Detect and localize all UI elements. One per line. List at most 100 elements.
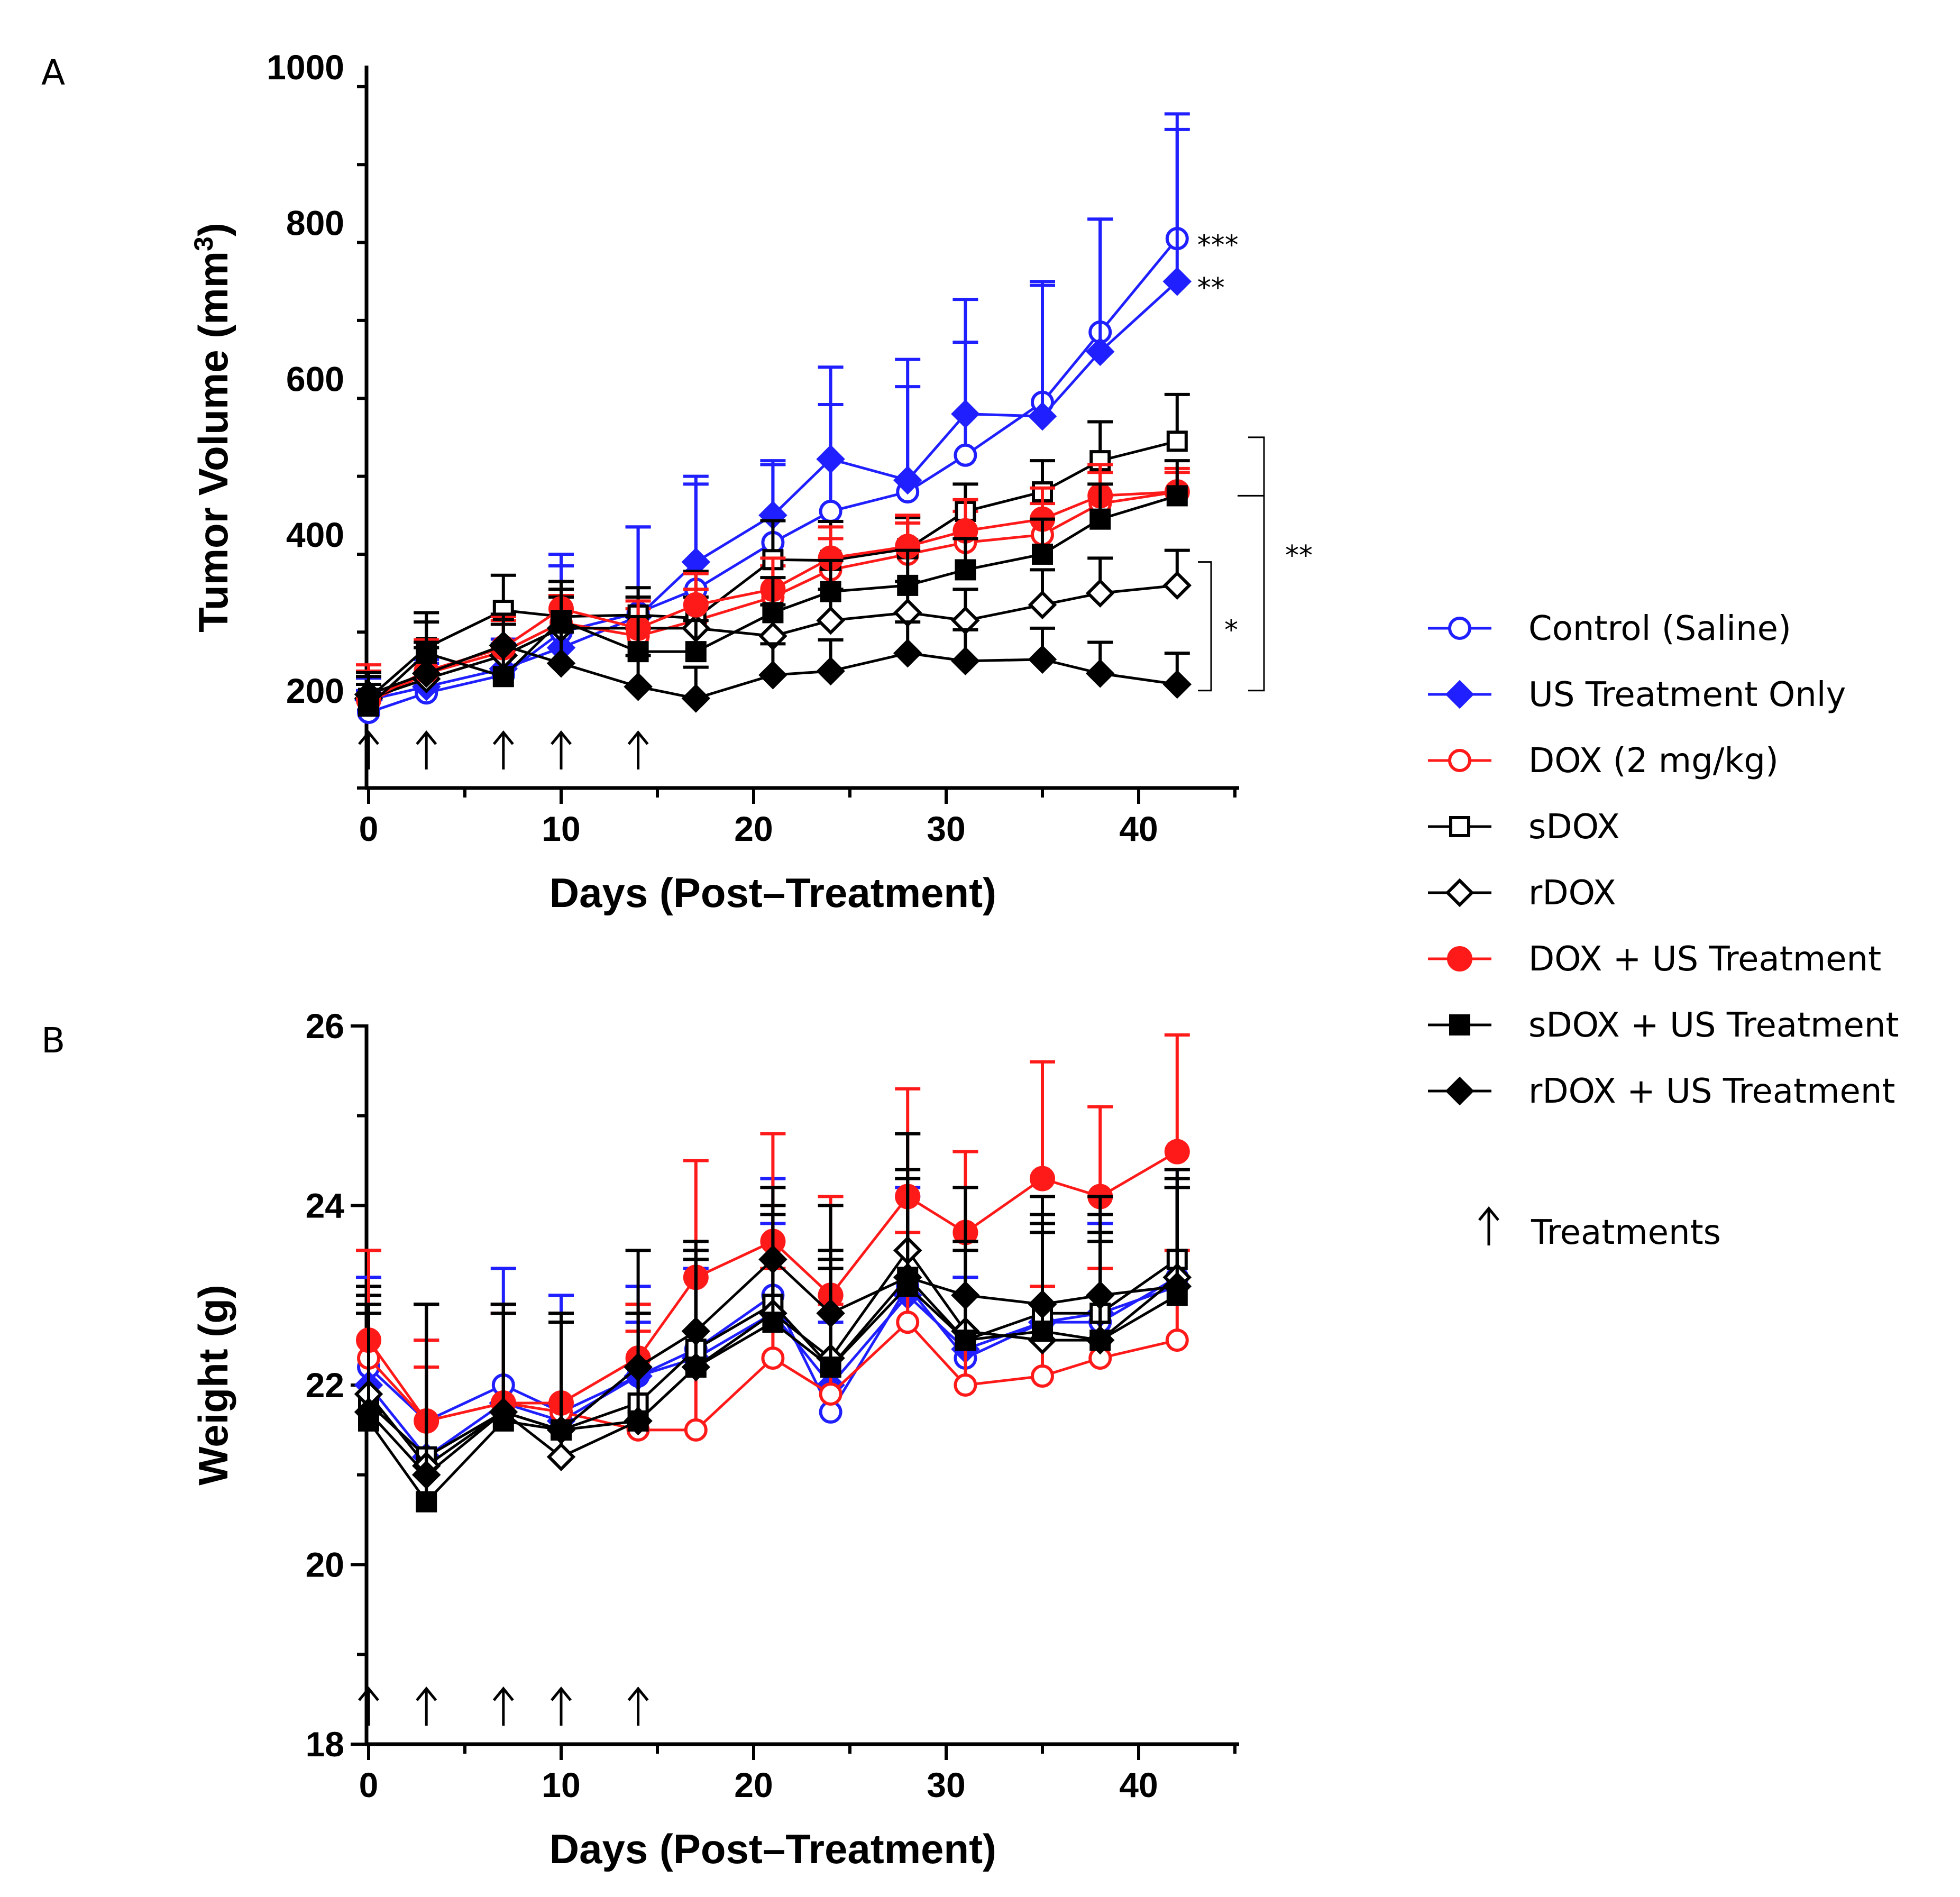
data-point	[489, 1397, 518, 1427]
data-point	[1085, 579, 1115, 608]
x-tick-label: 20	[734, 1765, 773, 1804]
y-tick-label: 18	[306, 1725, 344, 1764]
treatment-arrow-day-3-head	[416, 730, 437, 745]
legend-item-dox-us-treatment: DOX + US Treatment	[1428, 940, 1881, 979]
data-point	[951, 646, 980, 676]
significance-label: **	[1285, 540, 1313, 572]
data-point	[685, 1357, 707, 1378]
legend-treatments-label: Treatments	[1531, 1213, 1721, 1252]
significance-bracket-outer	[1248, 436, 1265, 692]
data-point	[1028, 401, 1057, 431]
y-tick-label: 400	[286, 515, 344, 554]
data-point	[762, 602, 784, 624]
legend-label: sDOX	[1528, 808, 1620, 847]
treatment-arrow-day-0-head	[358, 1687, 379, 1701]
x-tick-label: 10	[542, 1765, 580, 1804]
data-point	[820, 581, 841, 602]
y-tick-label: 1000	[267, 48, 344, 87]
data-point	[1028, 1289, 1057, 1319]
data-point	[624, 672, 653, 701]
legend-item-control-saline: Control (Saline)	[1428, 609, 1791, 648]
treatment-arrow-day-7-head	[492, 1687, 514, 1701]
data-point	[1030, 1166, 1055, 1192]
y-tick-label: 24	[306, 1186, 345, 1225]
data-point	[1166, 430, 1188, 452]
legend-item-dox-2-mg-kg: DOX (2 mg/kg)	[1428, 741, 1779, 781]
data-point	[1089, 1330, 1111, 1351]
data-point	[1085, 1281, 1115, 1310]
data-point	[820, 1357, 841, 1378]
significance-label: ***	[1197, 230, 1239, 261]
data-point	[416, 1491, 437, 1513]
data-point	[816, 444, 845, 474]
legend-marker	[1449, 816, 1470, 837]
data-point	[896, 1311, 920, 1334]
data-point	[758, 661, 787, 690]
legend-marker	[1448, 749, 1471, 772]
x-tick-label: 30	[927, 1765, 965, 1804]
data-point	[551, 610, 572, 631]
legend-item-rdox: rDOX	[1428, 874, 1616, 913]
y-tick-label: 800	[286, 204, 344, 243]
data-point	[683, 592, 709, 618]
y-tick-label: 200	[286, 671, 344, 710]
data-point	[546, 1415, 576, 1445]
data-point	[627, 1410, 649, 1432]
data-point	[1085, 659, 1115, 688]
treatment-arrow-day-10-head	[551, 1687, 572, 1701]
data-point	[354, 680, 383, 709]
data-point	[954, 443, 977, 467]
y-tick-label: 26	[306, 1006, 344, 1046]
data-point	[1089, 508, 1111, 530]
x-axis-title: Days (Post–Treatment)	[549, 869, 996, 916]
data-point	[954, 1373, 977, 1397]
legend-marker	[1445, 878, 1474, 908]
legend-item-rdox-us-treatment: rDOX + US Treatment	[1428, 1072, 1895, 1111]
data-point	[816, 1298, 845, 1328]
data-point	[546, 648, 576, 678]
up-arrow-icon-head	[1478, 1206, 1499, 1221]
data-point	[1032, 543, 1053, 565]
legend-marker	[1448, 617, 1471, 640]
data-point	[1032, 1321, 1053, 1342]
data-point	[681, 1316, 711, 1346]
data-point	[684, 1418, 708, 1442]
data-point	[354, 1397, 383, 1427]
legend-item-us-treatment-only: US Treatment Only	[1428, 675, 1846, 714]
treatment-arrow-day-10-head	[551, 730, 572, 745]
data-point	[624, 1352, 653, 1382]
treatment-arrow-day-0-head	[358, 730, 379, 745]
data-point	[1031, 1364, 1054, 1388]
data-point	[816, 606, 845, 635]
y-tick-label: 600	[286, 359, 344, 398]
data-point	[1162, 267, 1192, 296]
data-point	[761, 1346, 785, 1370]
data-point	[1165, 1328, 1189, 1352]
data-point	[893, 638, 922, 668]
data-point	[1162, 571, 1192, 600]
legend-marker	[1449, 1014, 1470, 1035]
x-tick-label: 0	[359, 809, 379, 848]
data-point	[897, 574, 919, 596]
data-point	[411, 659, 441, 688]
data-point	[681, 684, 711, 713]
legend-label: rDOX + US Treatment	[1528, 1072, 1895, 1111]
legend-label: rDOX	[1528, 874, 1616, 913]
legend-item-sdox-us-treatment: sDOX + US Treatment	[1428, 1006, 1899, 1045]
y-axis-title: Tumor Volume (mm3)	[189, 223, 236, 633]
x-tick-label: 20	[734, 809, 773, 848]
legend-marker	[1445, 1076, 1474, 1106]
x-tick-label: 40	[1119, 809, 1158, 848]
legend-label: DOX + US Treatment	[1528, 940, 1881, 979]
data-point	[951, 1281, 980, 1310]
panel-label-b: B	[41, 1020, 65, 1061]
data-point	[893, 465, 922, 495]
x-tick-label: 30	[927, 809, 965, 848]
y-axis-title-end: )	[190, 223, 236, 236]
data-point	[955, 1330, 976, 1351]
data-point	[1085, 337, 1115, 366]
x-tick-label: 40	[1119, 1765, 1158, 1804]
treatment-arrow-day-3-head	[416, 1687, 437, 1701]
series-rdox-us-treatment	[354, 612, 1192, 713]
